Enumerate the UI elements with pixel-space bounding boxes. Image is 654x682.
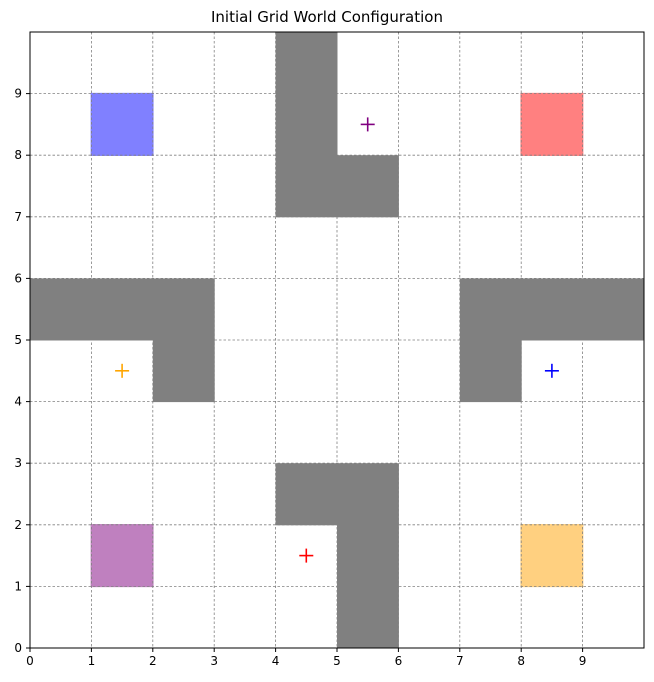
x-tick-label: 7 xyxy=(456,654,464,668)
goal-square xyxy=(520,524,584,588)
plot-title: Initial Grid World Configuration xyxy=(210,8,443,26)
wall-cell xyxy=(521,278,584,341)
y-tick-label: 5 xyxy=(14,333,22,347)
y-tick-label: 1 xyxy=(14,579,22,593)
wall-cell xyxy=(91,278,154,341)
agent-marker xyxy=(360,117,375,132)
wall-cell xyxy=(152,278,215,341)
y-tick-label: 6 xyxy=(14,271,22,285)
goals-layer xyxy=(90,92,584,588)
goal-square xyxy=(90,92,154,156)
x-tick-label: 8 xyxy=(517,654,525,668)
y-tick-label: 3 xyxy=(14,456,22,470)
goal-square xyxy=(90,524,154,588)
x-tick-label: 9 xyxy=(579,654,587,668)
wall-cell xyxy=(30,278,92,341)
wall-cell xyxy=(582,278,645,341)
x-tick-label: 6 xyxy=(395,654,403,668)
wall-cell xyxy=(337,524,399,587)
x-tick-label: 0 xyxy=(26,654,34,668)
wall-cell xyxy=(275,32,338,95)
y-tick-label: 2 xyxy=(14,518,22,532)
agents-layer xyxy=(115,117,559,563)
wall-cell xyxy=(152,340,215,403)
wall-cell xyxy=(337,463,399,526)
wall-cell xyxy=(275,93,338,156)
agent-marker xyxy=(115,363,130,378)
wall-cell xyxy=(459,340,522,403)
y-tick-label: 0 xyxy=(14,641,22,655)
y-tick-label: 9 xyxy=(14,87,22,101)
x-tick-label: 1 xyxy=(88,654,96,668)
grid-lines xyxy=(30,32,644,648)
agent-marker xyxy=(299,548,314,563)
axis-ticks: 0 1 2 3 4 5 6 7 8 9 0 1 2 3 4 5 6 7 8 9 xyxy=(14,87,586,668)
wall-cell xyxy=(337,155,399,218)
wall-cell xyxy=(275,463,338,526)
wall-cell xyxy=(275,155,338,218)
x-tick-label: 4 xyxy=(272,654,280,668)
y-tick-label: 7 xyxy=(14,210,22,224)
y-tick-label: 4 xyxy=(14,395,22,409)
agent-marker xyxy=(544,363,559,378)
wall-cell xyxy=(459,278,522,341)
x-tick-label: 2 xyxy=(149,654,157,668)
y-tick-label: 8 xyxy=(14,148,22,162)
x-tick-label: 5 xyxy=(333,654,341,668)
goal-square xyxy=(520,92,584,156)
wall-cell xyxy=(337,586,399,649)
x-tick-label: 3 xyxy=(210,654,218,668)
walls-layer xyxy=(30,32,645,649)
